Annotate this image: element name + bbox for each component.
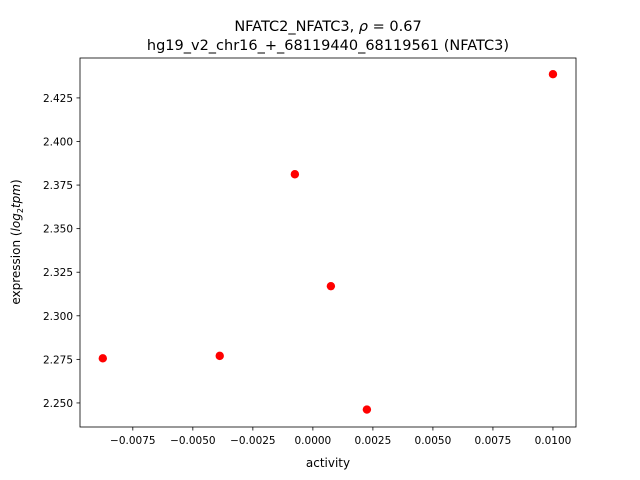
- axes: −0.0075 −0.0050 −0.0025 0.0000 0.0025 0.0050 0…: [43, 57, 577, 447]
- y-tick-label: 2.400: [43, 136, 73, 148]
- y-tick-label: 2.275: [43, 354, 73, 366]
- data-point: [326, 281, 336, 291]
- x-tick-label: 0.0025: [355, 435, 392, 447]
- data-point: [290, 170, 300, 179]
- y-tick-label: 2.300: [43, 311, 73, 323]
- chart-title-line2: hg19_v2_chr16_+_68119440_68119561 (NFATC…: [147, 38, 509, 54]
- x-tick-label: −0.0050: [170, 435, 216, 447]
- y-tick-label: 2.425: [43, 93, 73, 105]
- y-tick-label: 2.325: [43, 267, 73, 279]
- x-axis-label: activity: [306, 456, 350, 470]
- y-axis-label: expression (log2tpm): [9, 179, 25, 304]
- x-tick-label: 0.0100: [535, 435, 572, 447]
- plot-frame: [79, 57, 577, 428]
- data-point: [548, 70, 558, 79]
- chart-title-line1: NFATC2_NFATC3, ρ = 0.67: [234, 19, 421, 35]
- y-tick-label: 2.350: [43, 224, 73, 236]
- y-tick-label: 2.375: [43, 180, 73, 192]
- data-point: [362, 405, 372, 414]
- x-tick-label: −0.0075: [110, 435, 156, 447]
- data-point: [215, 351, 224, 361]
- x-tick-label: 0.0075: [475, 435, 512, 447]
- x-tick-label: −0.0025: [230, 435, 276, 447]
- x-tick-label: 0.0050: [415, 435, 452, 447]
- data-point: [98, 354, 108, 363]
- x-tick-label: 0.0000: [295, 435, 332, 447]
- y-tick-label: 2.250: [43, 398, 73, 410]
